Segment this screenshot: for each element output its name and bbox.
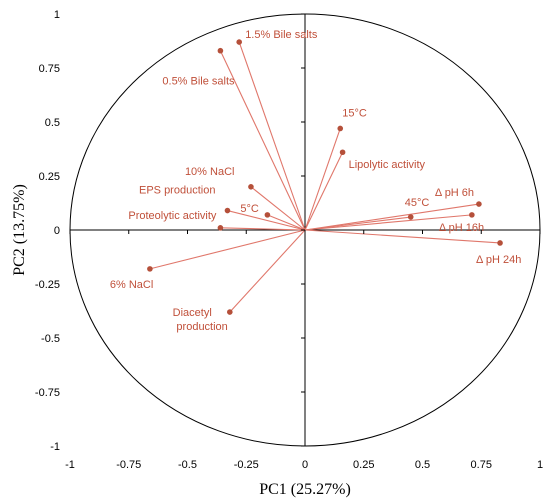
- x-tick-label: 0.25: [353, 459, 374, 471]
- loading-vector: [304, 214, 472, 231]
- variable-label: 15°C: [342, 107, 367, 119]
- x-tick-label: 0.5: [415, 459, 430, 471]
- variable-label: 45°C: [405, 197, 430, 209]
- x-tick-label: -1: [65, 459, 75, 471]
- variable-label: 5°C: [240, 203, 259, 215]
- loading-vector: [304, 128, 341, 231]
- variable-label: Lipolytic activity: [349, 159, 426, 171]
- x-tick-label: 0: [302, 459, 308, 471]
- variable-label: Δ pH 24h: [476, 254, 521, 266]
- variable-label: Δ pH 6h: [435, 187, 474, 199]
- x-tick-label: -0.75: [116, 459, 141, 471]
- loading-vectors: [149, 41, 501, 313]
- x-tick-label: -0.25: [234, 459, 259, 471]
- loading-point: [476, 201, 482, 207]
- loading-point: [224, 207, 231, 214]
- x-tick-label: 1: [537, 459, 543, 471]
- y-axis-title: PC2 (13.75%): [11, 184, 28, 276]
- loading-point: [236, 39, 242, 45]
- loading-point: [469, 212, 475, 218]
- x-tick-label: 0.75: [471, 459, 492, 471]
- loading-point: [407, 214, 414, 220]
- loading-vector: [149, 229, 306, 270]
- loading-point: [217, 225, 224, 231]
- loading-points: [147, 39, 503, 315]
- loading-point: [147, 266, 153, 272]
- variable-label: Proteolytic activity: [128, 210, 217, 222]
- axis-ticks: -1 -0.75 -0.5 -0.25 0 0.25 0.5 0.75 1 1 0.75 0.5 0.2…: [35, 9, 543, 471]
- loading-point: [248, 184, 254, 190]
- y-tick-label: -0.75: [35, 387, 60, 399]
- variable-label: 0.5% Bile salts: [162, 76, 235, 88]
- loading-vector: [250, 186, 306, 231]
- loading-vector: [227, 210, 306, 231]
- loading-point: [337, 125, 344, 132]
- y-tick-label: 0.75: [39, 63, 60, 75]
- loading-vector: [304, 203, 479, 231]
- variable-label: Diacetyl production: [173, 307, 228, 333]
- variable-label: 6% NaCl: [110, 279, 153, 291]
- loading-point: [264, 212, 271, 218]
- y-tick-label: -0.25: [35, 279, 60, 291]
- variable-label: EPS production: [139, 185, 215, 197]
- x-axis-title: PC1 (25.27%): [259, 481, 351, 498]
- variable-label: Δ pH 16h: [439, 222, 484, 234]
- x-tick-label: -0.5: [178, 459, 197, 471]
- y-tick-label: 1: [54, 9, 60, 21]
- variable-label: 1.5% Bile salts: [245, 29, 318, 41]
- y-tick-label: 0: [54, 225, 60, 237]
- loading-point: [217, 47, 224, 54]
- variable-labels: 1.5% Bile salts 0.5% Bile salts 15°C Lipoly…: [110, 29, 521, 333]
- y-tick-label: 0.25: [39, 171, 60, 183]
- y-tick-label: -0.5: [41, 333, 60, 345]
- loading-point: [497, 240, 503, 246]
- loading-vector: [238, 41, 306, 231]
- loading-point: [339, 149, 346, 156]
- loading-point: [227, 309, 233, 315]
- loading-vector: [229, 229, 306, 313]
- y-tick-label: 0.5: [45, 117, 60, 129]
- loading-vector: [304, 152, 344, 231]
- y-tick-label: -1: [50, 441, 60, 453]
- loading-vector: [304, 229, 501, 244]
- loading-vector: [267, 214, 306, 231]
- loading-vector: [219, 50, 306, 231]
- loading-vector: [220, 227, 306, 231]
- variable-label: 10% NaCl: [185, 166, 235, 178]
